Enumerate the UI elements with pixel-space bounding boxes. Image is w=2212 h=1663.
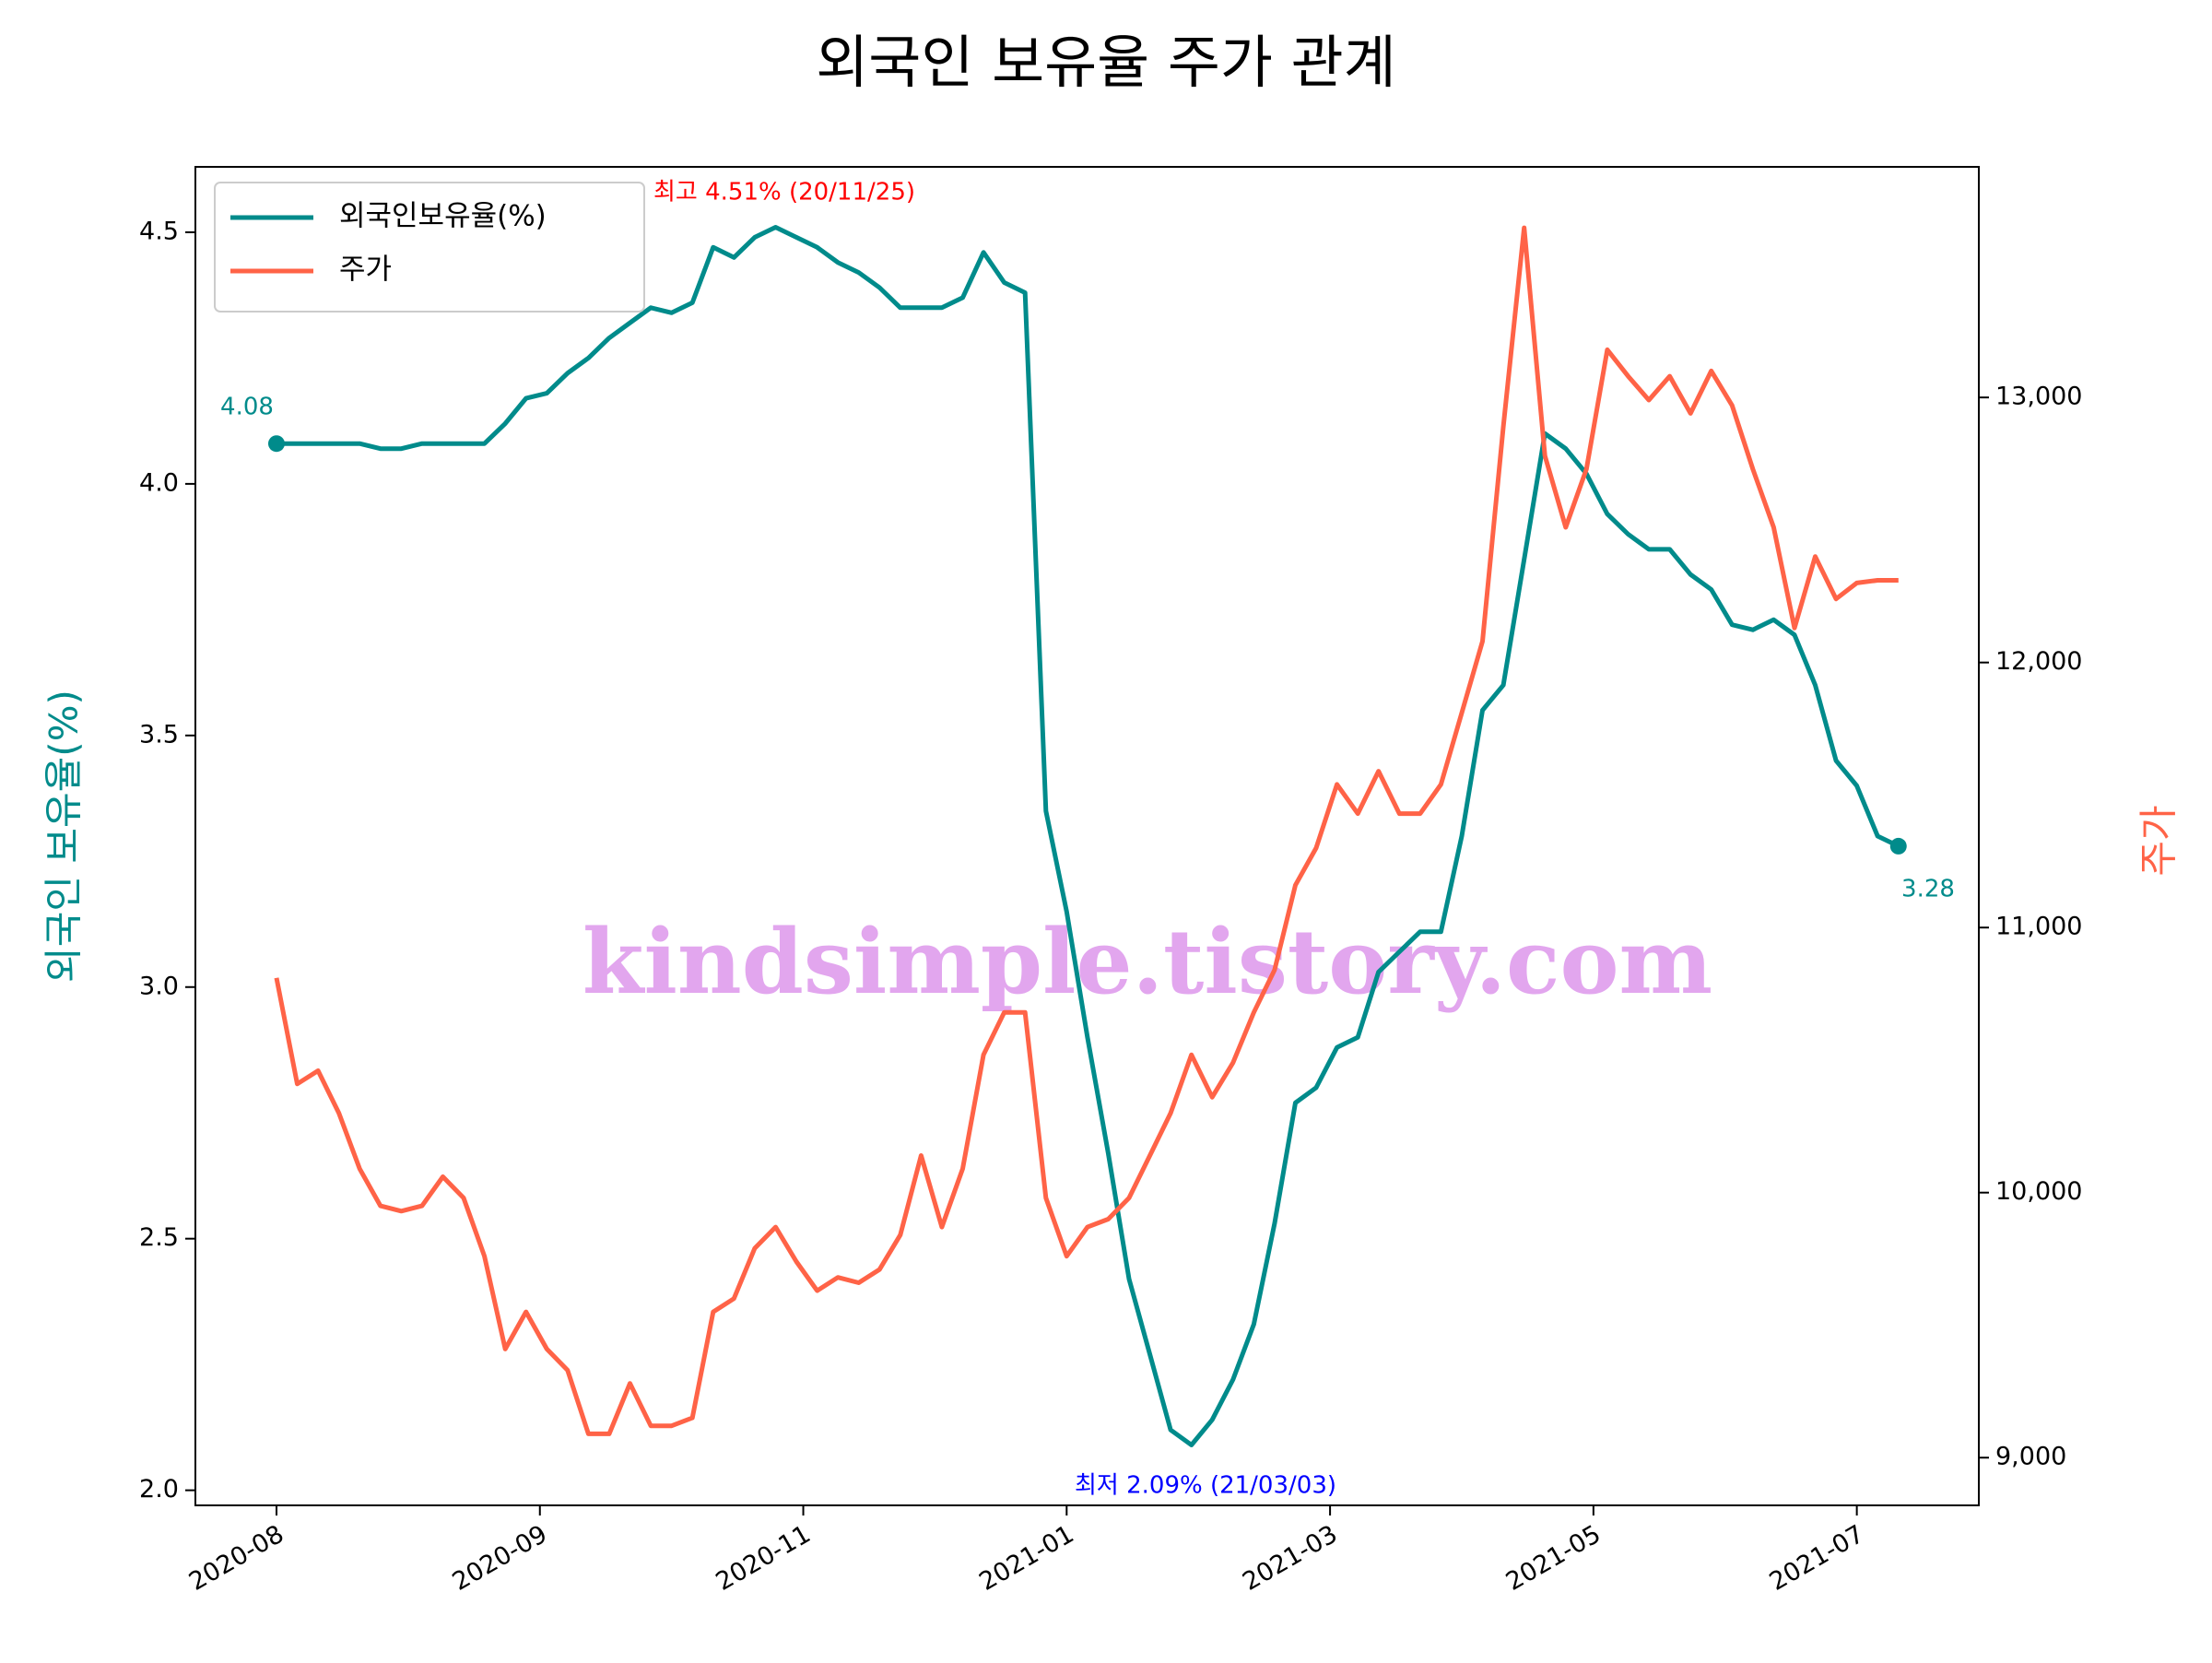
y2-tick-label: 12,000 — [1995, 647, 2082, 676]
y2-axis-label: 주가 — [2136, 805, 2182, 876]
annotation: 4.08 — [220, 394, 274, 421]
x-tick-label: 2020-08 — [184, 1520, 288, 1597]
y-axis-label: 외국인 보유율(%) — [41, 690, 87, 983]
y2-tick-label: 13,000 — [1995, 383, 2082, 411]
annotation: 최고 4.51% (20/11/25) — [653, 179, 915, 206]
series-line — [274, 225, 1899, 1436]
y-tick-label: 2.5 — [139, 1223, 179, 1252]
watermark: kindsimple.tistory.com — [582, 910, 1712, 1014]
y2-tick-label: 9,000 — [1995, 1443, 2066, 1471]
annotation: 3.28 — [1901, 876, 1955, 903]
x-tick-label: 2021-07 — [1765, 1520, 1869, 1597]
endpoint-marker — [267, 435, 285, 453]
legend-label: 외국인보유율(%) — [339, 200, 547, 233]
x-tick-label: 2020-09 — [448, 1520, 552, 1597]
y-tick-label: 4.5 — [139, 217, 179, 245]
y2-tick-label: 10,000 — [1995, 1177, 2082, 1206]
series-line — [276, 225, 1900, 1447]
legend: 외국인보유율(%) 주가 — [214, 182, 645, 313]
endpoint-marker — [1889, 837, 1907, 855]
plot-frame — [194, 166, 1980, 1506]
y-tick-label: 2.0 — [139, 1475, 179, 1504]
x-tick-label: 2021-05 — [1501, 1520, 1606, 1597]
legend-box — [214, 182, 645, 313]
chart-title: 외국인 보유율 주가 관계 — [816, 29, 1396, 96]
y-tick-label: 3.5 — [139, 720, 179, 749]
x-tick-label: 2020-11 — [712, 1520, 816, 1597]
x-tick-label: 2021-01 — [974, 1520, 1078, 1597]
x-tick-label: 2021-03 — [1238, 1520, 1342, 1597]
y-tick-label: 4.0 — [139, 468, 179, 497]
annotation: 최저 2.09% (21/03/03) — [1075, 1472, 1336, 1500]
legend-label: 주가 — [339, 254, 392, 287]
y-tick-label: 3.0 — [139, 972, 179, 1000]
y2-tick-label: 11,000 — [1995, 913, 2082, 941]
